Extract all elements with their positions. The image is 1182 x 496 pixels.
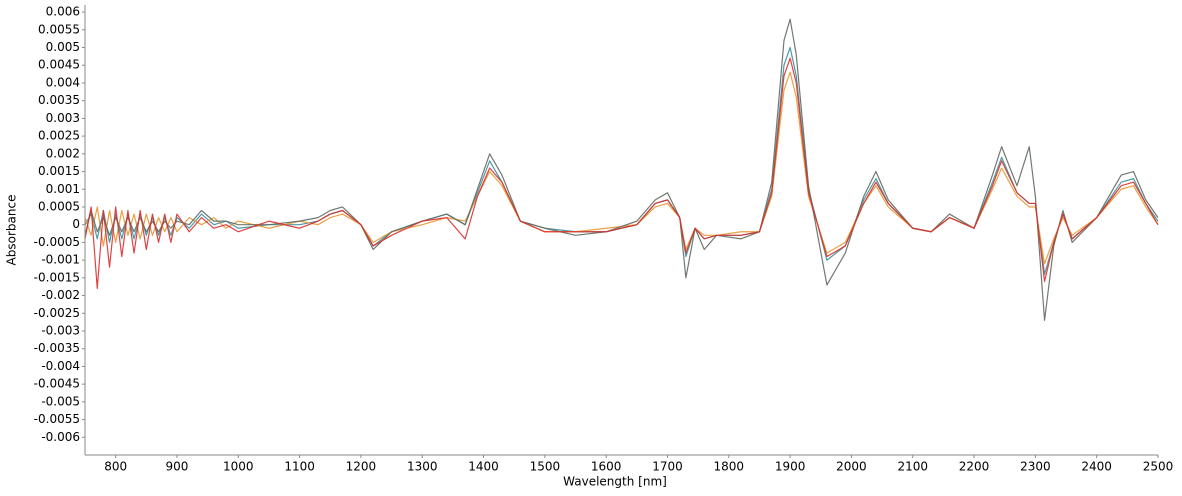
y-tick-label: -0.001 xyxy=(41,253,80,267)
x-tick-label: 2400 xyxy=(1081,460,1112,474)
y-tick-label: -0.006 xyxy=(41,430,80,444)
y-tick-label: 0.0025 xyxy=(38,129,80,143)
y-tick-label: -0.0025 xyxy=(34,306,80,320)
x-axis-title: Wavelength [nm] xyxy=(563,475,667,489)
y-tick-label: 0.0055 xyxy=(38,22,80,36)
y-tick-label: -0.0045 xyxy=(34,377,80,391)
x-tick-label: 1900 xyxy=(775,460,806,474)
x-tick-label: 2300 xyxy=(1020,460,1051,474)
x-tick-label: 1300 xyxy=(407,460,438,474)
y-tick-label: -0.0005 xyxy=(34,235,80,249)
y-tick-label: -0.002 xyxy=(41,288,80,302)
y-tick-label: -0.0035 xyxy=(34,341,80,355)
y-tick-label: 0.0015 xyxy=(38,164,80,178)
y-tick-label: 0.001 xyxy=(46,182,80,196)
x-tick-label: 2000 xyxy=(836,460,867,474)
y-tick-label: 0.003 xyxy=(46,111,80,125)
x-tick-label: 1200 xyxy=(346,460,377,474)
y-tick-label: 0.0045 xyxy=(38,58,80,72)
x-tick-label: 800 xyxy=(104,460,127,474)
x-tick-label: 1600 xyxy=(591,460,622,474)
x-tick-label: 1000 xyxy=(223,460,254,474)
x-tick-label: 2500 xyxy=(1143,460,1174,474)
y-tick-label: -0.003 xyxy=(41,323,80,337)
y-tick-label: 0.0005 xyxy=(38,199,80,213)
y-axis-title: Absorbance xyxy=(5,195,19,266)
y-tick-label: 0.005 xyxy=(46,40,80,54)
y-tick-label: 0.0035 xyxy=(38,93,80,107)
y-tick-label: 0.002 xyxy=(46,146,80,160)
x-tick-label: 1100 xyxy=(284,460,315,474)
x-tick-label: 2200 xyxy=(959,460,990,474)
spectrum-line xyxy=(84,57,1159,290)
y-tick-label: 0.006 xyxy=(46,5,80,19)
x-tick-label: 1800 xyxy=(714,460,745,474)
x-tick-label: 900 xyxy=(166,460,189,474)
x-tick-label: 2100 xyxy=(897,460,928,474)
y-tick-label: -0.0055 xyxy=(34,412,80,426)
x-tick-label: 1400 xyxy=(468,460,499,474)
y-tick-label: 0.004 xyxy=(46,75,80,89)
y-tick-label: -0.0015 xyxy=(34,270,80,284)
x-tick-label: 1700 xyxy=(652,460,683,474)
x-tick-label: 1500 xyxy=(530,460,561,474)
spectrum-line xyxy=(84,71,1159,265)
y-tick-label: -0.004 xyxy=(41,359,80,373)
y-tick-label: -0.005 xyxy=(41,394,80,408)
y-tick-label: 0 xyxy=(72,217,80,231)
